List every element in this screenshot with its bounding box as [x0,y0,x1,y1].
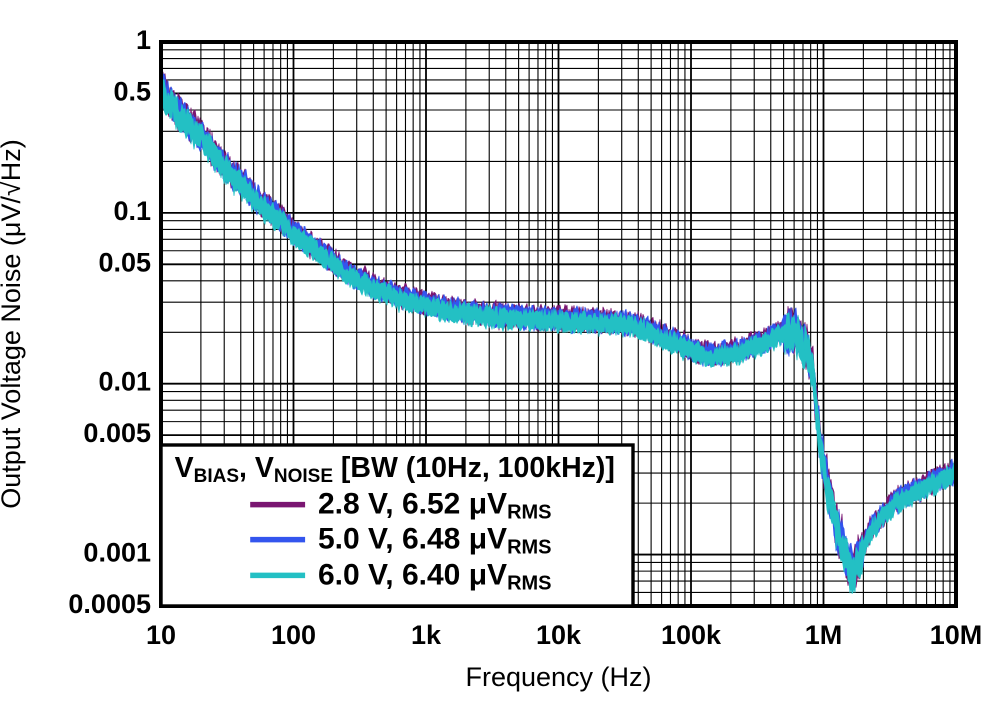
svg-text:10k: 10k [536,620,582,650]
svg-text:0.0005: 0.0005 [68,589,151,619]
svg-text:100: 100 [271,620,316,650]
svg-text:0.5: 0.5 [113,76,151,106]
svg-text:0.05: 0.05 [98,247,151,277]
svg-text:0.005: 0.005 [83,418,151,448]
svg-text:0.1: 0.1 [113,196,151,226]
svg-text:10: 10 [146,620,176,650]
svg-text:VBIAS, VNOISE [BW (10Hz, 100kH: VBIAS, VNOISE [BW (10Hz, 100kHz)] [175,452,615,487]
svg-text:0.001: 0.001 [83,538,151,568]
svg-text:Output Voltage Noise (μV/√Hz): Output Voltage Noise (μV/√Hz) [0,139,26,509]
svg-text:0.01: 0.01 [98,367,151,397]
svg-text:1: 1 [136,25,151,55]
svg-text:10M: 10M [930,620,983,650]
svg-text:100k: 100k [661,620,722,650]
svg-text:1k: 1k [411,620,442,650]
svg-text:1M: 1M [805,620,843,650]
svg-text:Frequency (Hz): Frequency (Hz) [465,662,651,692]
